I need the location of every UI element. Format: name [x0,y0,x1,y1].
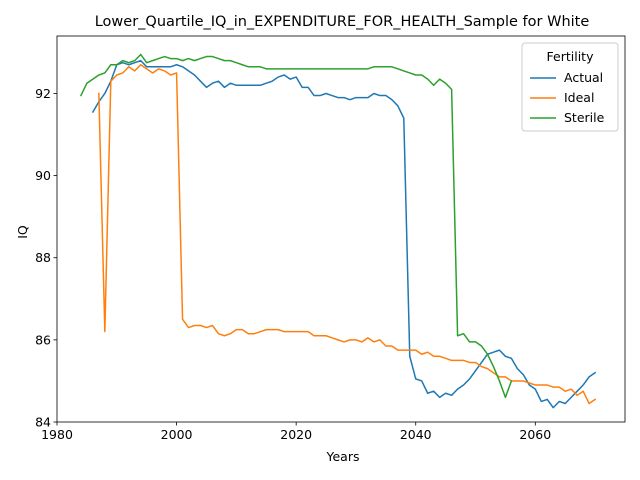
legend-title: Fertility [547,49,595,64]
axes-frame [56,35,626,423]
chart-title: Lower_Quartile_IQ_in_EXPENDITURE_FOR_HEA… [95,14,590,30]
x-tick-label: 2000 [161,427,193,442]
x-tick-label: 2020 [280,427,312,442]
plot-area: 1980 2000 2020 2040 2060 84 86 88 90 92 Fertility A… [35,35,626,442]
y-tick-label: 86 [35,332,51,347]
x-axis-label: Years [326,449,360,464]
y-tick-label: 92 [35,86,51,101]
y-axis-label: IQ [15,225,30,239]
y-tick-label: 88 [35,250,51,265]
series-line-sterile [79,53,513,399]
legend-label-actual: Actual [564,70,603,85]
series-line-ideal [98,63,597,405]
y-tick-label: 90 [35,168,51,183]
legend-box [521,42,619,132]
legend-label-ideal: Ideal [564,90,594,105]
y-tick-label: 84 [35,415,51,430]
x-tick-label: 2060 [519,427,551,442]
x-tick-label: 1980 [41,427,73,442]
series-line-actual [91,59,597,409]
x-tick-label: 2040 [400,427,432,442]
legend-label-sterile: Sterile [564,110,605,125]
